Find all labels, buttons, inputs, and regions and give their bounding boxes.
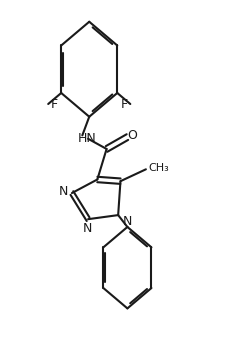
Text: CH₃: CH₃	[148, 162, 169, 173]
Text: HN: HN	[78, 132, 96, 145]
Text: N: N	[58, 185, 68, 198]
Text: N: N	[122, 215, 132, 228]
Text: N: N	[82, 222, 92, 235]
Text: F: F	[121, 97, 128, 110]
Text: O: O	[127, 129, 137, 142]
Text: F: F	[50, 97, 58, 110]
